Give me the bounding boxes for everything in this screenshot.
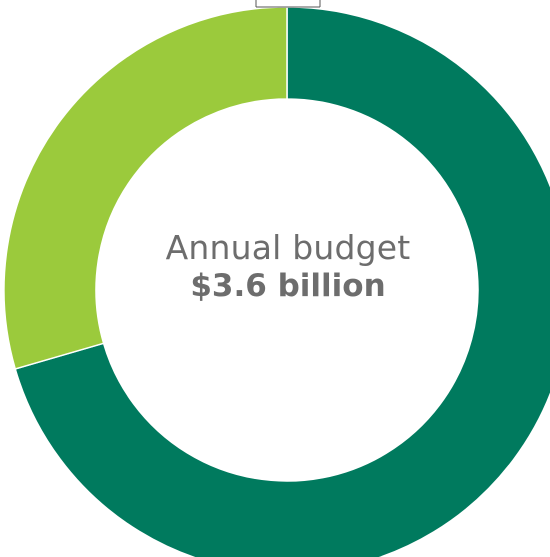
center-value: $3.6 billion [190, 267, 386, 304]
center-label: Annual budget $3.6 billion [138, 228, 438, 305]
slices-group [3, 6, 550, 557]
donut-slice-2 [3, 6, 288, 370]
center-title: Annual budget [165, 228, 411, 267]
donut-slice-1 [14, 6, 550, 557]
